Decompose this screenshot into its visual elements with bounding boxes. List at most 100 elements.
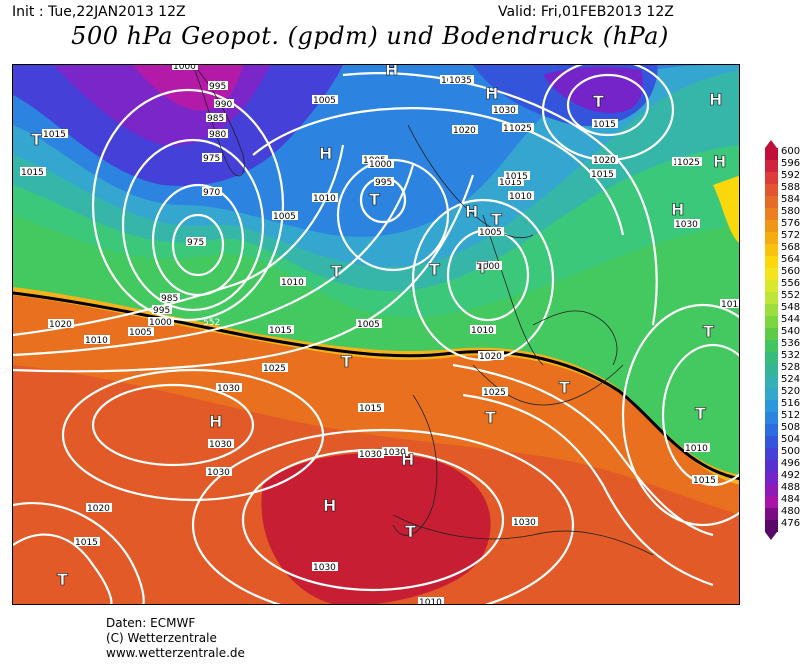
high-pressure-center: H (485, 84, 498, 103)
isobar-label: 1030 (209, 440, 232, 450)
legend-swatch (765, 376, 778, 388)
legend-entry: 564 (763, 254, 809, 268)
isobar-label: 1015 (505, 172, 528, 182)
isobar-label: 1010 (419, 598, 442, 605)
isobar-label-bg (476, 261, 502, 270)
isobar-label-bg (312, 193, 338, 202)
isobar-label: 1015 (269, 326, 292, 336)
isobar-label: 1020 (593, 156, 616, 166)
legend-value: 516 (781, 398, 801, 409)
isobar-label: 1000 (149, 318, 172, 328)
legend-swatch (765, 268, 778, 280)
legend-entry: 540 (763, 326, 809, 340)
legend-entry: 512 (763, 410, 809, 424)
legend-value: 508 (781, 422, 801, 433)
legend-entry: 480 (763, 506, 809, 520)
isobar-label: 1015 (499, 178, 522, 188)
isobar-label: 1015 (593, 120, 616, 130)
isobar-label: 995 (375, 178, 392, 188)
legend-entry: 516 (763, 398, 809, 412)
legend-value: 584 (781, 194, 801, 205)
low-pressure-center: T (593, 92, 604, 111)
legend-swatch (765, 436, 778, 448)
legend-swatch (765, 508, 778, 520)
low-pressure-center: T (485, 408, 496, 427)
legend-swatch (765, 424, 778, 436)
legend-swatch (765, 352, 778, 364)
isobar-label: 1020 (453, 126, 476, 136)
weather-map[interactable]: 1000 995 990 985 980 975 970 975 1005 1010 1015 102… (12, 64, 740, 605)
legend-swatch (765, 448, 778, 460)
legend-value: 528 (781, 362, 801, 373)
legend-entry: 600 (763, 146, 809, 160)
legend-entry: 544 (763, 314, 809, 328)
isobar-label: 1030 (207, 468, 230, 478)
isobar-label: 1010 (471, 326, 494, 336)
isobar-label: 995 (153, 306, 170, 316)
legend-value: 576 (781, 218, 801, 229)
isobar-label: 1010 (509, 192, 532, 202)
low-pressure-center: T (331, 262, 342, 281)
isobar-label: 985 (161, 294, 178, 304)
legend-swatch (765, 208, 778, 220)
legend-entry: 580 (763, 206, 809, 220)
isobar-label-bg (268, 325, 294, 334)
isobar-label: 1005 (357, 320, 380, 330)
isobar-label-bg (498, 177, 524, 186)
legend-entry: 552 (763, 290, 809, 304)
legend-entry: 532 (763, 350, 809, 364)
isobar-label-bg (720, 299, 739, 308)
legend-entry: 536 (763, 338, 809, 352)
legend-swatch (765, 280, 778, 292)
isobar-label: 1005 (479, 228, 502, 238)
init-time: Init : Tue,22JAN2013 12Z (12, 4, 186, 20)
isobar-label: 1010 (685, 444, 708, 454)
valid-time: Valid: Fri,01FEB2013 12Z (498, 4, 674, 20)
legend-swatch (765, 328, 778, 340)
legend-swatch (765, 292, 778, 304)
isobar-label-bg (216, 383, 242, 392)
high-pressure-center: H (713, 152, 726, 171)
isobar-label-bg (202, 153, 222, 162)
legend-swatch (765, 412, 778, 424)
low-pressure-center: T (31, 130, 42, 149)
legend-entry: 576 (763, 218, 809, 232)
legend-swatch (765, 244, 778, 256)
low-pressure-center: T (369, 190, 380, 209)
isobar-label: 1025 (677, 158, 700, 168)
isobar-label-bg (214, 99, 234, 108)
isobar-label-bg (418, 597, 444, 604)
legend-value: 496 (781, 458, 801, 469)
isobar-label: 980 (209, 130, 226, 140)
isobar-label: 1030 (493, 106, 516, 116)
isobar-label-bg (312, 95, 338, 104)
isobar-label-bg (676, 157, 702, 166)
isobar-label-bg (684, 443, 710, 452)
footer-credits: Daten: ECMWF (C) Wetterzentrale www.wett… (106, 616, 245, 661)
isobar-label: 1000 (173, 65, 196, 72)
legend-value: 560 (781, 266, 801, 277)
legend-swatch (765, 220, 778, 232)
legend-value: 504 (781, 434, 801, 445)
footer-copyright: (C) Wetterzentrale (106, 631, 217, 645)
isobar-label: 1005 (273, 212, 296, 222)
isobar-label: 985 (207, 114, 224, 124)
isobar-label: 1015 (359, 404, 382, 414)
low-pressure-center: T (559, 378, 570, 397)
isobar-label-bg (374, 177, 394, 186)
footer-url[interactable]: www.wetterzentrale.de (106, 646, 245, 660)
legend-entry: 584 (763, 194, 809, 208)
legend-entry: 560 (763, 266, 809, 280)
isobar-label-bg (152, 305, 172, 314)
low-pressure-center: T (405, 522, 416, 541)
legend-swatch (765, 484, 778, 496)
low-pressure-center: T (703, 322, 714, 341)
legend-entry: 492 (763, 470, 809, 484)
legend-value: 492 (781, 470, 801, 481)
legend-entry: 500 (763, 446, 809, 460)
high-pressure-center: H (671, 200, 684, 219)
legend-entry: 508 (763, 422, 809, 436)
high-pressure-center: H (209, 412, 222, 431)
legend-entry: 484 (763, 494, 809, 508)
